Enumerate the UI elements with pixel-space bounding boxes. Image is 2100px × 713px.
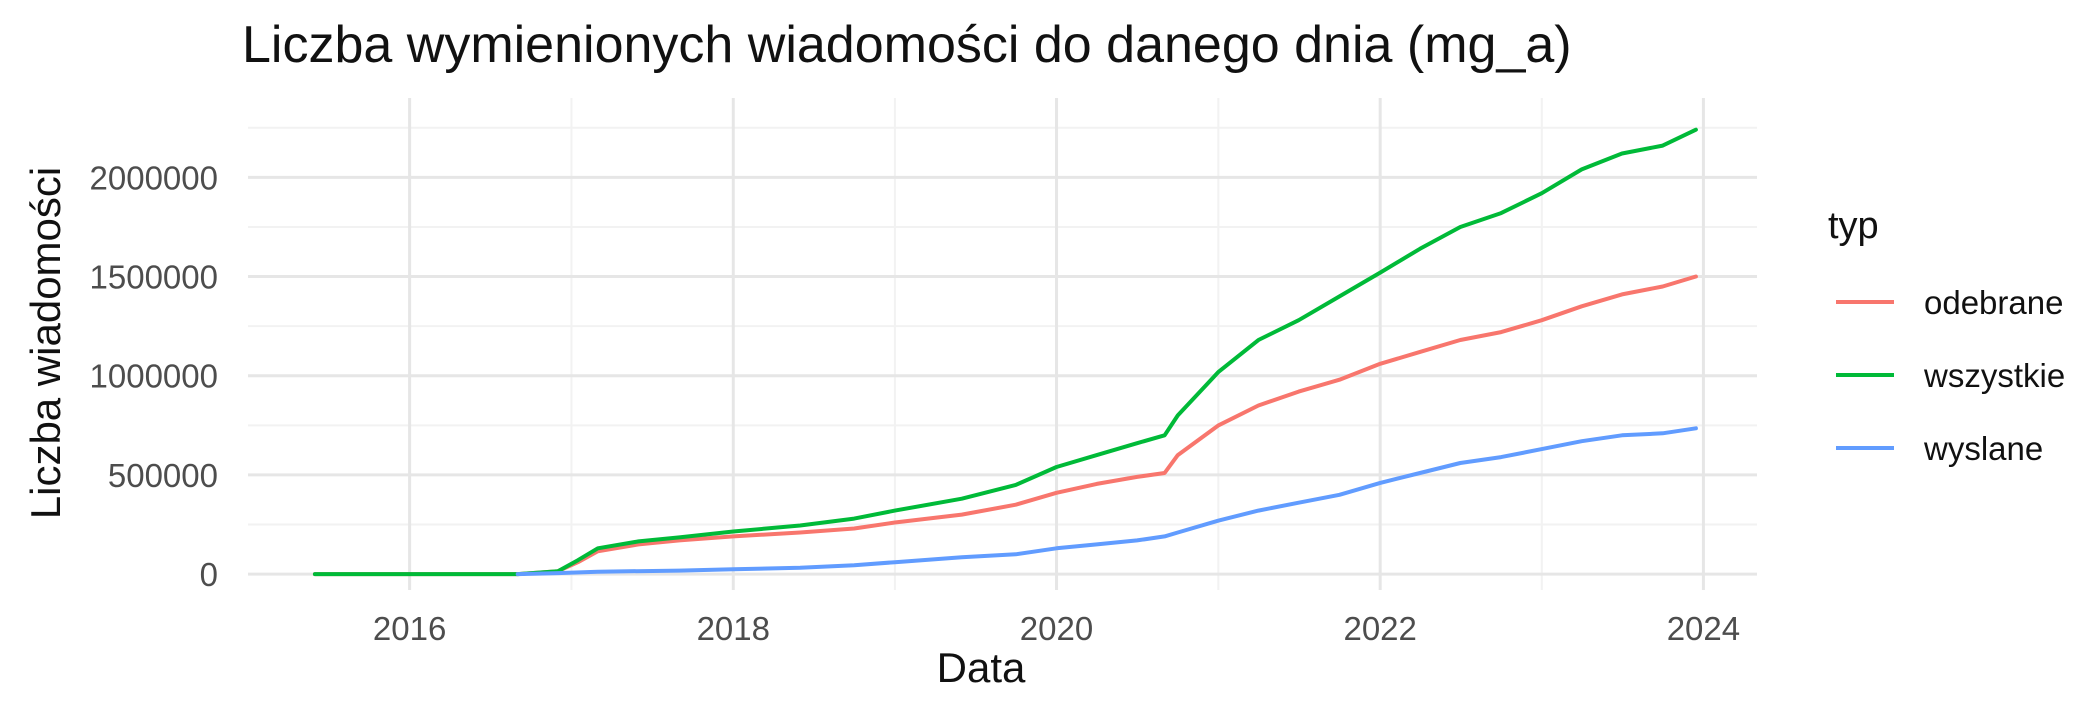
y-tick-label: 1000000	[90, 358, 218, 395]
x-tick-label: 2022	[1343, 610, 1416, 647]
y-axis-ticks: 0 500000 1000000 1500000 2000000	[90, 159, 218, 593]
series-lines	[312, 127, 1698, 577]
y-tick-label: 500000	[108, 457, 218, 494]
y-tick-label: 1500000	[90, 259, 218, 296]
series-line-wszystkie	[312, 127, 1698, 577]
y-axis-title: Liczba wiadomości	[22, 167, 69, 520]
legend-label-wszystkie: wszystkie	[1923, 357, 2065, 394]
x-tick-label: 2018	[697, 610, 770, 647]
x-axis-ticks: 2016 2018 2020 2022 2024	[373, 610, 1740, 647]
series-line-odebrane	[312, 274, 1698, 577]
legend-label-odebrane: odebrane	[1924, 284, 2063, 321]
x-tick-label: 2016	[373, 610, 446, 647]
legend-label-wyslane: wyslane	[1923, 430, 2043, 467]
y-tick-label: 0	[200, 556, 218, 593]
y-tick-label: 2000000	[90, 159, 218, 196]
x-axis-title: Data	[937, 644, 1026, 691]
x-tick-label: 2024	[1667, 610, 1740, 647]
x-tick-label: 2020	[1020, 610, 1093, 647]
chart-title: Liczba wymienionych wiadomości do danego…	[242, 16, 1572, 74]
series-line-wyslane	[515, 426, 1698, 577]
grid	[248, 98, 1757, 590]
legend-title: typ	[1828, 205, 1879, 247]
legend: typ odebrane wszystkie wyslane	[1828, 205, 2065, 467]
